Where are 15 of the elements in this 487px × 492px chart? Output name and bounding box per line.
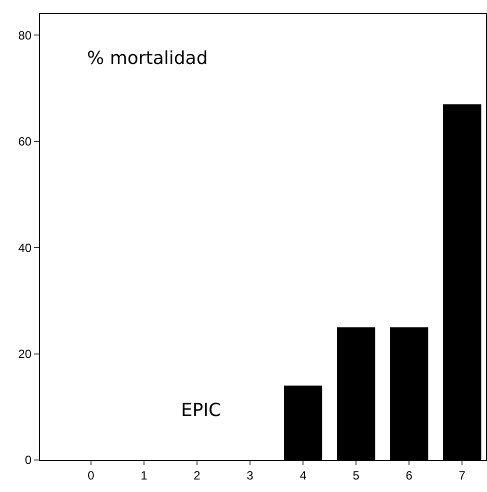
y-tick-label: 20: [18, 347, 32, 362]
x-tick-label: 4: [300, 468, 307, 482]
x-tick-label: 7: [458, 468, 466, 482]
x-tick-label: 0: [88, 468, 95, 482]
y-tick-label: 0: [24, 453, 32, 468]
annotation: EPIC: [181, 400, 222, 421]
x-tick-label: 6: [406, 468, 413, 482]
annotation: % mortalidad: [87, 48, 208, 69]
x-tick-label: 1: [140, 468, 148, 482]
y-tick-label: 40: [18, 240, 32, 255]
x-tick-label: 3: [246, 468, 254, 482]
y-tick-label: 60: [18, 134, 32, 149]
x-tick-label: 5: [352, 468, 360, 482]
y-tick-label: 80: [18, 28, 32, 42]
x-tick-label: 2: [194, 468, 201, 482]
